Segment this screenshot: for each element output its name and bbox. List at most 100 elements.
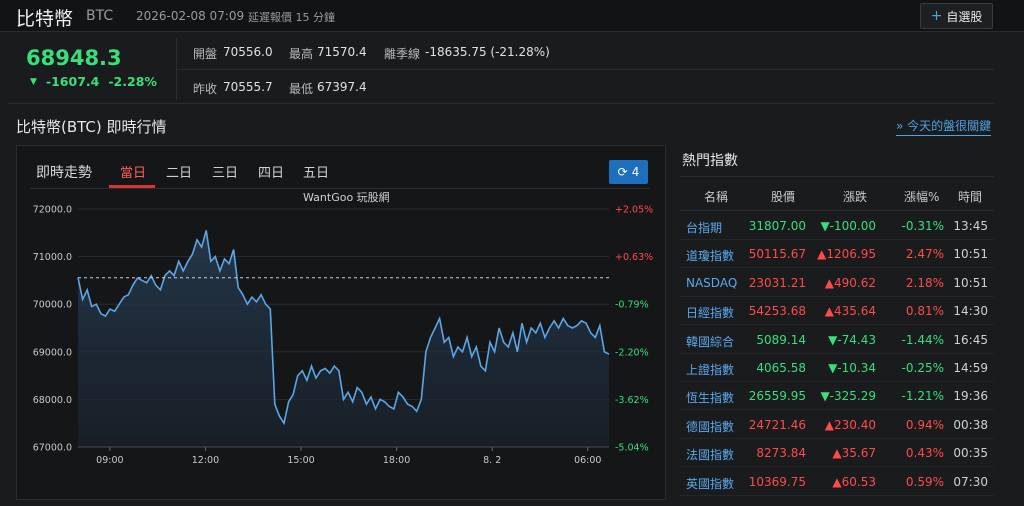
tab-1day[interactable]: 當日 bbox=[120, 166, 147, 181]
index-change-pct: -1.21% bbox=[901, 389, 944, 404]
y-axis-left: 72000.0 71000.0 70000.0 69000.0 68000.0 67000… bbox=[33, 205, 72, 454]
index-time: 00:38 bbox=[953, 417, 988, 432]
tab-5day[interactable]: 五日 bbox=[303, 166, 330, 181]
delay-note: 延遲報價 15 分鐘 bbox=[248, 11, 335, 24]
change-value: -1607.4 bbox=[45, 74, 100, 89]
index-name[interactable]: 道瓊指數 bbox=[686, 249, 735, 264]
table-row[interactable]: 上證指數 4065.58 ▼-10.34 -0.25% 14:59 bbox=[680, 354, 994, 382]
ticker-code: BTC bbox=[86, 8, 114, 24]
quote-datetime: 2026-02-08 07:09 bbox=[136, 9, 245, 23]
index-name[interactable]: 台指期 bbox=[686, 221, 723, 235]
high-value: 71570.4 bbox=[317, 45, 367, 59]
index-name[interactable]: 韓國綜合 bbox=[686, 334, 735, 349]
index-name[interactable]: 日經指數 bbox=[686, 306, 735, 321]
col-time: 時間 bbox=[958, 190, 983, 204]
x-tick-label: 15:00 bbox=[287, 455, 314, 466]
y-tick-label: 69000.0 bbox=[33, 347, 72, 358]
index-time: 19:36 bbox=[953, 389, 988, 404]
index-time: 00:35 bbox=[953, 446, 988, 461]
index-change: ▲435.64 bbox=[824, 304, 876, 319]
index-price: 24721.46 bbox=[748, 417, 806, 432]
news-link[interactable]: » 今天的盤很關鍵 bbox=[896, 117, 992, 136]
index-change-pct: 0.43% bbox=[905, 446, 944, 461]
price-area bbox=[78, 230, 609, 447]
hot-indices-title: 熱門指數 bbox=[682, 153, 738, 169]
table-row[interactable]: 日經指數 54253.68 ▲435.64 0.81% 14:30 bbox=[680, 297, 994, 326]
tabs-divider bbox=[30, 188, 650, 189]
plus-icon: + bbox=[930, 8, 943, 24]
index-price: 50115.67 bbox=[748, 247, 806, 262]
table-row[interactable]: NASDAQ 23031.21 ▲490.62 2.18% 10:51 bbox=[680, 269, 994, 297]
y-tick-label: 67000.0 bbox=[33, 443, 72, 454]
index-change-pct: 0.81% bbox=[905, 304, 944, 319]
table-row[interactable]: 道瓊指數 50115.67 ▲1206.95 2.47% 10:51 bbox=[680, 240, 994, 269]
x-tick-label: 06:00 bbox=[574, 455, 601, 466]
tab-4day[interactable]: 四日 bbox=[258, 166, 285, 181]
index-change: ▲60.53 bbox=[832, 474, 876, 489]
y-pct-tick-label: +2.05% bbox=[615, 205, 653, 216]
index-change: ▲35.67 bbox=[832, 446, 876, 461]
y-tick-label: 71000.0 bbox=[33, 252, 72, 263]
season-line-label: 離季線 bbox=[384, 47, 421, 61]
index-price: 54253.68 bbox=[748, 304, 806, 319]
index-change: ▼-325.29 bbox=[820, 389, 876, 404]
table-row[interactable]: 法國指數 8273.84 ▲35.67 0.43% 00:35 bbox=[680, 439, 994, 468]
index-change: ▼-10.34 bbox=[828, 361, 876, 375]
index-time: 14:30 bbox=[953, 304, 988, 319]
change-percent: -2.28% bbox=[108, 74, 157, 89]
tab-2day[interactable]: 二日 bbox=[166, 166, 193, 181]
y-pct-tick-label: +0.63% bbox=[615, 252, 653, 263]
table-row[interactable]: 恆生指數 26559.95 ▼-325.29 -1.21% 19:36 bbox=[680, 382, 994, 411]
table-row[interactable]: 德國指數 24721.46 ▲230.40 0.94% 00:38 bbox=[680, 411, 994, 439]
price-line bbox=[77, 230, 610, 426]
table-row[interactable]: 韓國綜合 5089.14 ▼-74.43 -1.44% 16:45 bbox=[680, 326, 994, 354]
index-price: 26559.95 bbox=[748, 389, 806, 404]
table-header-divider bbox=[680, 210, 994, 211]
index-change-pct: -0.25% bbox=[901, 361, 944, 375]
index-price: 31807.00 bbox=[748, 219, 806, 233]
index-time: 07:30 bbox=[953, 474, 988, 489]
index-change: ▼-100.00 bbox=[820, 219, 876, 233]
tab-3day[interactable]: 三日 bbox=[212, 166, 239, 181]
table-row[interactable]: 台指期 31807.00 ▼-100.00 -0.31% 13:45 bbox=[680, 212, 994, 240]
down-arrow-icon: ▼ bbox=[30, 76, 37, 87]
y-pct-tick-label: -3.62% bbox=[615, 395, 649, 406]
index-change: ▲230.40 bbox=[824, 417, 876, 432]
refresh-icon: ⟳ bbox=[617, 165, 628, 179]
y-axis-right: +2.05% +0.63% -0.79% -2.20% -3.62% -5.04% bbox=[615, 205, 653, 454]
index-change-pct: 0.94% bbox=[905, 417, 944, 432]
col-name: 名稱 bbox=[704, 190, 729, 204]
index-change-pct: -0.31% bbox=[901, 219, 944, 233]
price-chart: 72000.0 71000.0 70000.0 69000.0 68000.0 67000… bbox=[33, 205, 653, 467]
index-time: 16:45 bbox=[953, 332, 988, 347]
x-tick-label: 12:00 bbox=[192, 455, 219, 466]
chart-panel-label: 即時走勢 bbox=[36, 165, 92, 181]
index-change-pct: 0.59% bbox=[905, 474, 944, 489]
y-tick-label: 70000.0 bbox=[33, 300, 72, 311]
y-pct-tick-label: -5.04% bbox=[615, 443, 649, 454]
index-name[interactable]: 英國指數 bbox=[686, 476, 735, 491]
index-price: 8273.84 bbox=[756, 446, 806, 461]
index-change: ▲1206.95 bbox=[817, 247, 876, 262]
y-tick-label: 72000.0 bbox=[33, 205, 72, 216]
add-watchlist-label: 自選股 bbox=[946, 9, 983, 24]
index-name[interactable]: 恆生指數 bbox=[686, 391, 735, 406]
index-time: 13:45 bbox=[953, 219, 988, 233]
page-title: 比特幣 bbox=[16, 8, 74, 30]
index-name[interactable]: 上證指數 bbox=[686, 363, 735, 377]
section-title: 比特幣(BTC) 即時行情 bbox=[16, 118, 167, 136]
refresh-button[interactable]: ⟳ 4 bbox=[609, 160, 648, 184]
low-label: 最低 bbox=[289, 82, 314, 96]
index-name[interactable]: 德國指數 bbox=[686, 419, 735, 434]
add-watchlist-button[interactable]: + 自選股 bbox=[920, 3, 993, 29]
low-value: 67397.4 bbox=[317, 80, 367, 94]
section-divider bbox=[8, 103, 994, 104]
chart-watermark: WantGoo 玩股網 bbox=[303, 191, 390, 204]
index-change-pct: 2.18% bbox=[905, 275, 944, 290]
index-time: 10:51 bbox=[953, 247, 988, 262]
table-row[interactable]: 英國指數 10369.75 ▲60.53 0.59% 07:30 bbox=[680, 468, 994, 496]
index-change: ▲490.62 bbox=[824, 275, 876, 290]
index-name[interactable]: 法國指數 bbox=[686, 448, 735, 463]
index-name[interactable]: NASDAQ bbox=[686, 275, 738, 290]
index-change-pct: -1.44% bbox=[901, 332, 944, 347]
